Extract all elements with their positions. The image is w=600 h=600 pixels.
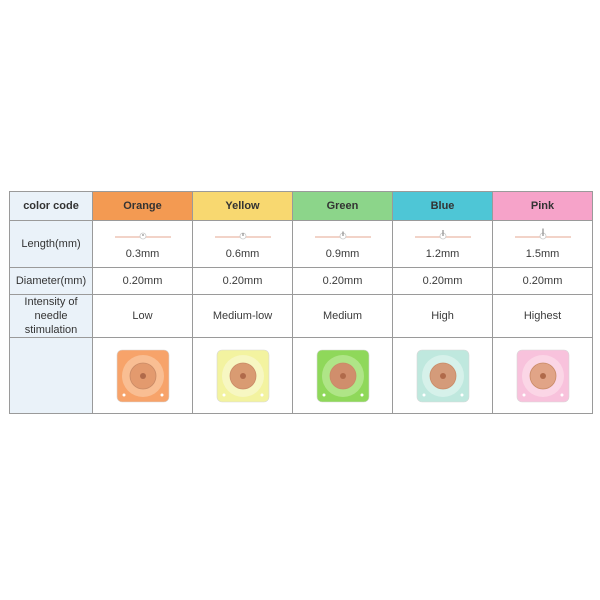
length-cell: 0.3mm [92, 220, 193, 268]
patch-image [216, 349, 269, 402]
diameter-row: Diameter(mm) 0.20mm 0.20mm 0.20mm 0.20mm… [9, 267, 593, 295]
needle-icon [414, 230, 471, 240]
length-label: Length(mm) [9, 220, 93, 268]
patch-image [516, 349, 569, 402]
length-row: Length(mm) 0.3mm 0.6mm 0.9mm 1.2mm 1.5mm [9, 220, 593, 268]
header-green: Green [292, 191, 393, 221]
intensity-label: Intensity of needle stimulation [9, 294, 93, 338]
length-value: 1.5mm [525, 248, 560, 260]
header-blue: Blue [392, 191, 493, 221]
patch-cell [292, 337, 393, 414]
header-yellow: Yellow [192, 191, 293, 221]
length-cell: 0.9mm [292, 220, 393, 268]
needle-icon [314, 231, 371, 240]
color-code-label: color code [9, 191, 93, 221]
patch-cell [392, 337, 493, 414]
patch-cell [92, 337, 193, 414]
patch-image [116, 349, 169, 402]
empty-label-cell [9, 337, 93, 414]
intensity-value: Highest [492, 294, 593, 338]
needle-icon [514, 228, 571, 240]
intensity-value: Medium-low [192, 294, 293, 338]
length-cell: 0.6mm [192, 220, 293, 268]
header-orange: Orange [92, 191, 193, 221]
length-value: 0.9mm [325, 248, 360, 260]
diameter-value: 0.20mm [392, 267, 493, 295]
needle-icon [114, 232, 171, 240]
diameter-value: 0.20mm [92, 267, 193, 295]
patch-cell [192, 337, 293, 414]
intensity-value: Low [92, 294, 193, 338]
patch-image [416, 349, 469, 402]
header-pink: Pink [492, 191, 593, 221]
color-code-row: color code Orange Yellow Green Blue Pink [9, 191, 593, 221]
length-value: 0.6mm [225, 248, 260, 260]
diameter-value: 0.20mm [492, 267, 593, 295]
length-cell: 1.2mm [392, 220, 493, 268]
diameter-label: Diameter(mm) [9, 267, 93, 295]
intensity-value: Medium [292, 294, 393, 338]
needle-icon [214, 232, 271, 240]
diameter-value: 0.20mm [192, 267, 293, 295]
intensity-value: High [392, 294, 493, 338]
patch-image-row [9, 337, 593, 414]
patch-cell [492, 337, 593, 414]
intensity-row: Intensity of needle stimulation Low Medi… [9, 294, 593, 338]
length-value: 1.2mm [425, 248, 460, 260]
length-cell: 1.5mm [492, 220, 593, 268]
diameter-value: 0.20mm [292, 267, 393, 295]
length-value: 0.3mm [125, 248, 160, 260]
patch-image [316, 349, 369, 402]
needle-spec-table: color code Orange Yellow Green Blue Pink… [9, 191, 593, 414]
